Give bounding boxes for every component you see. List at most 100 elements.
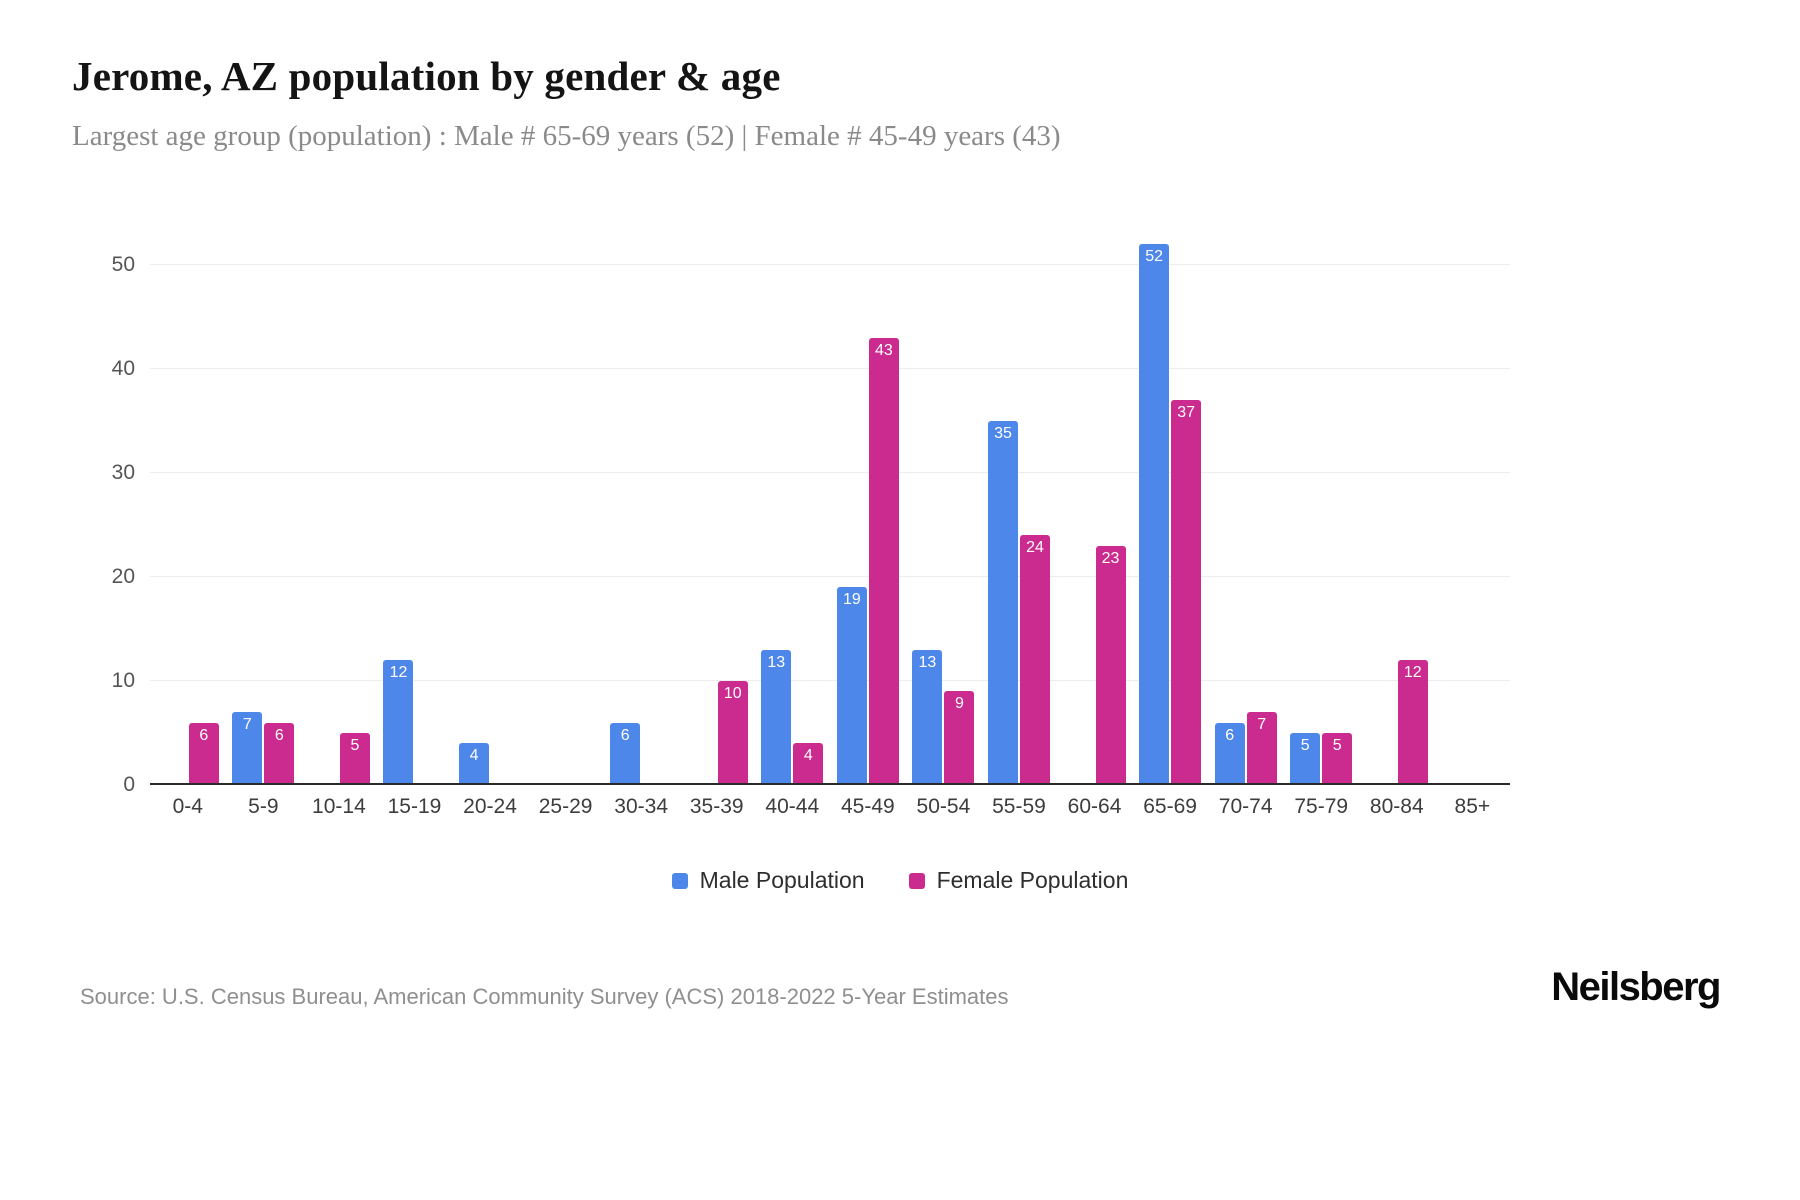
brand-logo: Neilsberg [1551, 965, 1721, 1009]
bar-value-label: 37 [1177, 404, 1195, 422]
x-axis-line [150, 783, 1510, 785]
x-tick-label: 80-84 [1369, 795, 1424, 818]
x-tick-label: 30-34 [614, 795, 669, 818]
x-tick-label: 55-59 [992, 795, 1046, 818]
bar-value-label: 12 [1403, 664, 1422, 682]
legend-label: Female Population [936, 867, 1129, 893]
bar-group [1435, 215, 1511, 785]
y-tick-label: 20 [111, 565, 135, 588]
legend-item-female[interactable]: Female Population [908, 867, 1129, 894]
female-bar: 10 [717, 681, 748, 785]
bar-value-label: 52 [1145, 248, 1163, 266]
bar-group: 19 43 [830, 215, 906, 785]
bar-group: 52 37 [1132, 215, 1208, 785]
bar-group: 23 [1057, 215, 1133, 785]
bar-group: 10 [679, 215, 755, 785]
bar-value-label: 6 [274, 726, 284, 744]
bar-value-label: 7 [242, 716, 252, 734]
bar-value-label: 4 [469, 747, 479, 765]
y-tick-label: 10 [111, 669, 135, 692]
x-tick-label: 25-29 [538, 795, 593, 818]
bar-group: 12 [377, 215, 453, 785]
bar-group: 5 [301, 215, 377, 785]
bar-value-label: 10 [723, 685, 742, 702]
x-tick-label: 75-79 [1294, 795, 1349, 818]
bar-group [528, 215, 604, 785]
bar-value-label: 5 [1332, 737, 1342, 754]
x-tick-label: 35-39 [689, 795, 744, 818]
x-tick-label: 65-69 [1143, 795, 1197, 818]
y-tick-label: 0 [123, 773, 135, 796]
male-bar: 13 [912, 649, 943, 785]
bar-value-label: 7 [1257, 716, 1267, 734]
x-tick-label: 60-64 [1067, 795, 1122, 818]
bars-row: 6 7 6 5 12 4 6 10 13 4 19 43 13 9 35 24 23 52 37 6 7 5 5 12 [150, 215, 1510, 785]
legend-item-male[interactable]: Male Population [671, 867, 865, 894]
bar-group: 13 9 [906, 215, 982, 785]
gridline [150, 576, 1510, 577]
chart-footer: Source: U.S. Census Bureau, American Com… [0, 965, 1800, 1010]
bar-group: 35 24 [981, 215, 1057, 785]
bar-group: 12 [1359, 215, 1435, 785]
bar-value-label: 6 [1225, 726, 1235, 744]
male-bar: 6 [610, 722, 641, 785]
chart-title: Jerome, AZ population by gender & age [72, 53, 781, 99]
male-bar: 4 [459, 743, 490, 785]
male-bar: 6 [1214, 722, 1245, 785]
male-bar: 52 [1139, 244, 1170, 785]
bar-chart: 6 7 6 5 12 4 6 10 13 4 19 43 13 9 35 24 23 52 37 6 7 5 5 12 0 10… [72, 215, 1728, 894]
x-tick-label: 70-74 [1218, 795, 1273, 818]
male-bar: 35 [987, 421, 1018, 785]
female-bar: 37 [1171, 400, 1202, 785]
female-bar: 23 [1095, 545, 1126, 785]
bar-group: 6 [603, 215, 679, 785]
bar-value-label: 35 [994, 425, 1012, 442]
gridline [150, 368, 1510, 369]
bar-value-label: 43 [874, 341, 893, 359]
x-tick-label: 5-9 [248, 795, 279, 818]
male-bar: 13 [761, 649, 792, 785]
legend-label: Male Population [699, 867, 865, 893]
x-tick-label: 15-19 [387, 795, 442, 818]
bar-value-label: 13 [918, 653, 937, 671]
female-bar: 6 [264, 722, 295, 785]
source-note: Source: U.S. Census Bureau, American Com… [80, 984, 1009, 1009]
female-bar: 43 [868, 337, 899, 785]
female-bar: 4 [793, 743, 824, 785]
legend-swatch-icon [908, 872, 925, 889]
male-bar: 19 [836, 587, 867, 785]
y-tick-label: 40 [111, 357, 135, 380]
x-tick-label: 20-24 [463, 795, 517, 818]
male-bar: 5 [1290, 733, 1321, 785]
bar-value-label: 12 [389, 664, 408, 682]
x-tick-label: 45-49 [840, 795, 895, 818]
bar-value-label: 23 [1101, 549, 1120, 567]
x-axis: 0-4 5-9 10-14 15-19 20-24 25-29 30-34 35-39 40-4… [150, 795, 1510, 819]
bar-value-label: 5 [350, 737, 360, 754]
legend-swatch-icon [671, 872, 688, 889]
x-tick-label: 0-4 [172, 795, 203, 818]
legend: Male Population Female Population [72, 867, 1728, 894]
female-bar: 9 [944, 691, 975, 785]
gridline [150, 264, 1510, 265]
x-tick-label: 85+ [1454, 795, 1491, 818]
x-tick-label: 50-54 [916, 795, 971, 818]
plot-area: 6 7 6 5 12 4 6 10 13 4 19 43 13 9 35 24 23 52 37 6 7 5 5 12 0 10… [112, 215, 1510, 796]
bar-value-label: 6 [620, 726, 630, 744]
gridline [150, 472, 1510, 473]
x-tick-label: 10-14 [312, 795, 366, 818]
gridline [150, 680, 1510, 681]
male-bar: 7 [232, 712, 263, 785]
bar-value-label: 19 [842, 591, 861, 609]
x-tick-label: 40-44 [765, 795, 820, 818]
chart-header: Jerome, AZ population by gender & age La… [0, 0, 1800, 153]
female-bar: 12 [1397, 660, 1428, 785]
bar-value-label: 5 [1300, 737, 1310, 754]
female-bar: 7 [1246, 712, 1277, 785]
y-tick-label: 50 [111, 253, 135, 276]
female-bar: 24 [1019, 535, 1050, 785]
bar-value-label: 9 [954, 695, 964, 713]
